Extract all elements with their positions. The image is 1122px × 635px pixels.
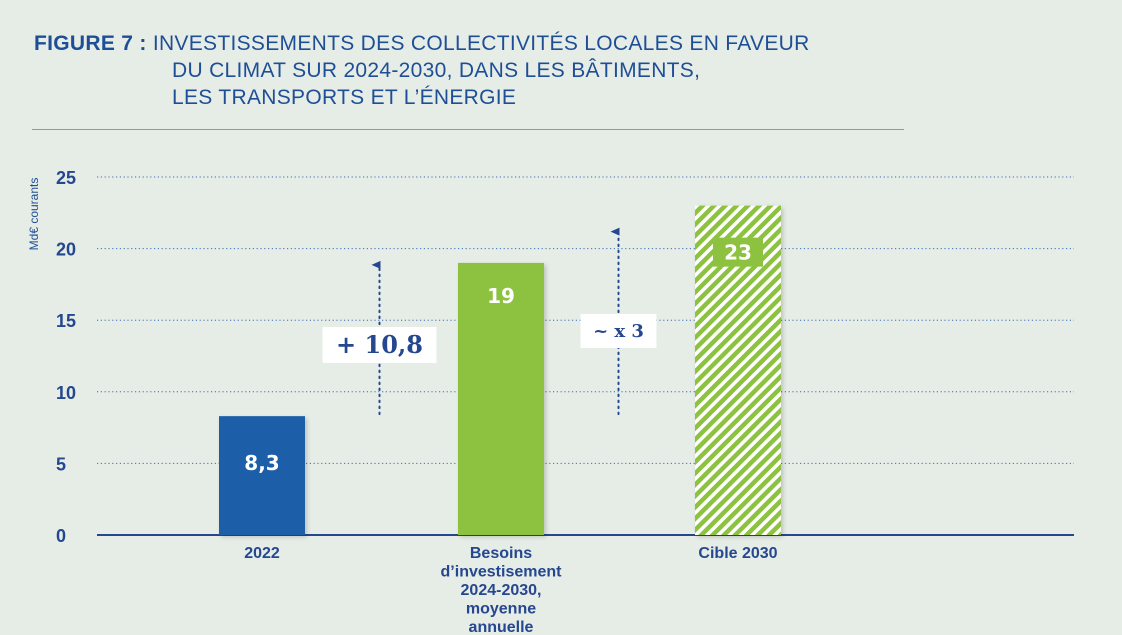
x-category-label: d’investisement [441,564,563,581]
title-line-2: DU CLIMAT SUR 2024-2030, DANS LES BÂTIME… [172,59,701,82]
figure-number: FIGURE 7 : [34,32,147,55]
x-category-label: 2022 [244,545,280,562]
bar [219,416,305,535]
y-tick-label: 20 [56,240,76,260]
value-label: 23 [724,241,752,265]
bar [458,262,544,535]
y-tick-label: 15 [56,311,76,331]
annotation-box [322,327,437,363]
y-tick-label: 0 [56,526,66,546]
annotation-box [580,314,657,348]
title-line-3: LES TRANSPORTS ET L’ÉNERGIE [172,86,517,109]
y-tick-label: 10 [56,383,76,403]
x-category-label: moyenne [466,601,536,618]
y-tick-label: 25 [56,168,76,188]
value-label-box [713,237,763,267]
x-category-label: annuelle [469,619,534,635]
x-category-label: Cible 2030 [698,545,777,562]
value-label: 19 [487,284,515,308]
annotation-label: + 10,8 [336,330,423,359]
y-tick-label: 5 [56,454,66,474]
x-category-label: Besoins [470,545,532,562]
title-divider [32,129,904,130]
title-line-1: INVESTISSEMENTS DES COLLECTIVITÉS LOCALE… [152,32,810,55]
chart-title: FIGURE 7 : INVESTISSEMENTS DES COLLECTIV… [34,30,934,111]
value-label: 8,3 [244,451,279,475]
x-category-label: 2024-2030, [461,582,542,599]
annotation-label: ~ x 3 [593,321,644,342]
